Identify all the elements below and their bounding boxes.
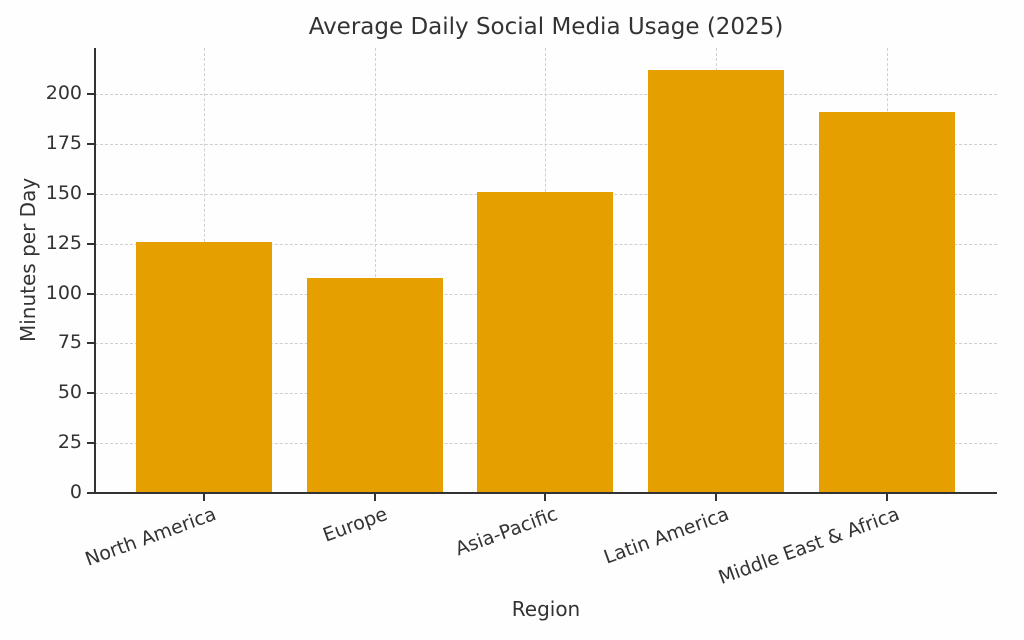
y-tick-mark [87, 392, 94, 395]
y-tick-mark [87, 242, 94, 245]
x-tick-mark [544, 494, 546, 501]
y-tick-mark [87, 292, 94, 295]
y-tick-mark [87, 492, 94, 494]
x-tick-mark [374, 494, 376, 501]
bar-north-america [136, 241, 272, 493]
x-axis-label: Region [511, 597, 581, 621]
bar-europe [307, 277, 443, 493]
x-tick-label: Europe [320, 503, 391, 547]
y-tick-label: 175 [45, 131, 82, 154]
y-tick-label: 75 [57, 331, 82, 354]
y-tick-label: 125 [45, 231, 82, 254]
y-tick-label: 50 [57, 381, 82, 404]
h-gridline [95, 94, 997, 95]
x-tick-mark [203, 494, 205, 501]
y-axis-line [94, 48, 96, 494]
x-tick-label: North America [82, 503, 220, 571]
y-tick-mark [87, 442, 94, 445]
y-tick-label: 100 [45, 281, 82, 304]
x-tick-mark [886, 494, 888, 501]
y-tick-label: 25 [57, 431, 82, 454]
y-tick-mark [87, 142, 94, 145]
x-tick-mark [715, 494, 717, 501]
h-gridline [95, 143, 997, 145]
y-axis-label: Minutes per Day [16, 177, 40, 342]
v-gridline [375, 48, 376, 493]
bar-asia-pacific [477, 191, 613, 493]
bar-latin-america [648, 70, 784, 493]
x-tick-label: Latin America [600, 503, 732, 569]
y-tick-mark [87, 192, 94, 195]
x-axis-line [94, 492, 997, 494]
y-tick-label: 0 [69, 481, 82, 503]
x-tick-label: Asia-Pacific [452, 503, 561, 561]
y-tick-label: 150 [45, 181, 82, 204]
y-tick-mark [87, 342, 94, 345]
plot-area [95, 48, 997, 493]
bar-middle-east-africa [819, 111, 955, 493]
chart-title: Average Daily Social Media Usage (2025) [308, 14, 784, 40]
y-tick-label: 200 [45, 82, 82, 104]
y-tick-mark [87, 93, 94, 95]
x-tick-label: Middle East & Africa [715, 503, 903, 589]
